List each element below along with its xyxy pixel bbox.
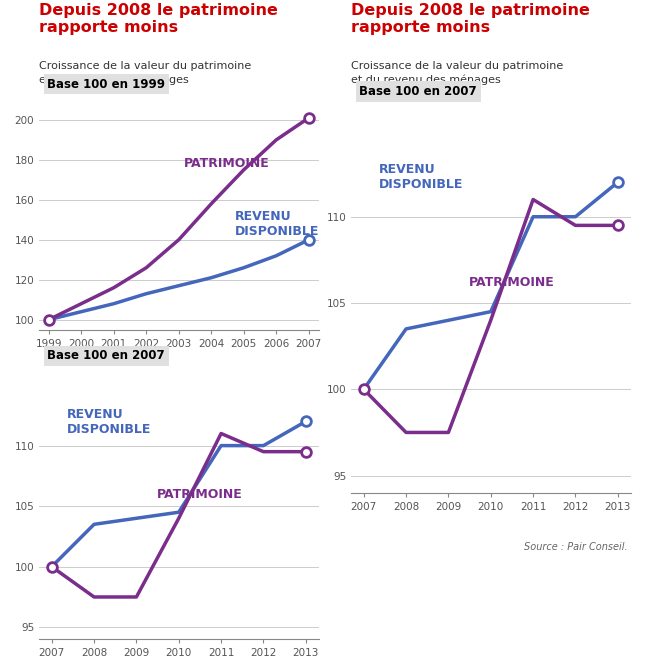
Text: Croissance de la valeur du patrimoine
et du revenu des ménages: Croissance de la valeur du patrimoine et… bbox=[351, 61, 564, 85]
Text: Base 100 en 1999: Base 100 en 1999 bbox=[47, 78, 165, 91]
Text: REVENU
DISPONIBLE: REVENU DISPONIBLE bbox=[67, 408, 151, 436]
Text: Source : Pair Conseil.: Source : Pair Conseil. bbox=[524, 542, 628, 552]
Text: PATRIMOINE: PATRIMOINE bbox=[157, 488, 242, 501]
Text: PATRIMOINE: PATRIMOINE bbox=[185, 157, 270, 170]
Text: Base 100 en 2007: Base 100 en 2007 bbox=[47, 349, 165, 362]
Text: Croissance de la valeur du patrimoine
et du revenu des ménages: Croissance de la valeur du patrimoine et… bbox=[39, 61, 252, 85]
Text: REVENU
DISPONIBLE: REVENU DISPONIBLE bbox=[379, 163, 463, 190]
Text: Depuis 2008 le patrimoine
rapporte moins: Depuis 2008 le patrimoine rapporte moins bbox=[39, 3, 278, 35]
Text: Depuis 2008 le patrimoine
rapporte moins: Depuis 2008 le patrimoine rapporte moins bbox=[351, 3, 590, 35]
Text: PATRIMOINE: PATRIMOINE bbox=[469, 276, 554, 290]
Text: Base 100 en 2007: Base 100 en 2007 bbox=[359, 85, 477, 98]
Text: REVENU
DISPONIBLE: REVENU DISPONIBLE bbox=[235, 210, 319, 238]
